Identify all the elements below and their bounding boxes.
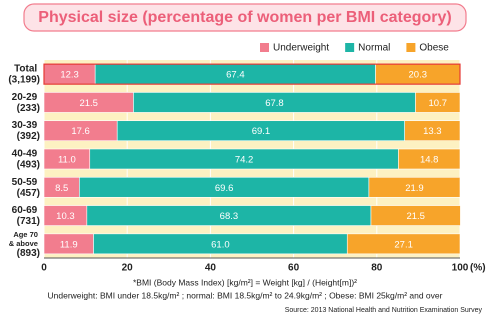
value-label: 21.5 [406, 211, 425, 222]
title-box [23, 3, 467, 32]
note: *BMI (Body Mass Index) [kg/m²] = Weight … [133, 277, 357, 287]
source: Source: 2013 National Health and Nutriti… [285, 307, 483, 314]
y-tick-label: 60-69 (731) [12, 205, 40, 227]
value-label: 10.3 [56, 211, 75, 222]
bar-segment [398, 148, 461, 170]
value-label: 11.9 [60, 239, 78, 250]
note: Underweight: BMI under 18.5kg/m² ; norma… [48, 290, 443, 300]
bar-segment [346, 233, 461, 255]
x-tick-label: 40 [205, 263, 217, 274]
value-label: 67.8 [265, 98, 284, 109]
x-tick-label: 60 [288, 263, 300, 274]
value-label: 67.4 [226, 70, 245, 81]
y-tick-label: 50-59 (457) [12, 176, 40, 198]
chart-title: Physical size (percentage of women per B… [38, 9, 451, 26]
y-tick-label: 20-29 (233) [12, 92, 40, 114]
value-label: 17.6 [71, 126, 90, 137]
bar-segment [368, 176, 461, 198]
x-tick-label: 80 [371, 263, 383, 274]
value-label: 69.6 [215, 183, 234, 194]
x-axis-label: (%) [470, 263, 486, 274]
legend-swatch [260, 43, 269, 52]
value-label: 69.1 [252, 126, 271, 137]
legend-label: Underweight [273, 43, 329, 54]
value-label: 61.0 [211, 239, 230, 250]
legend-label: Normal [358, 43, 390, 54]
y-tick-label: Age 70 & above (893) [9, 230, 40, 259]
x-tick-label: 100 [452, 263, 469, 274]
y-tick-label: Total (3,199) [8, 63, 40, 85]
value-label: 20.3 [409, 70, 428, 81]
value-label: 10.7 [428, 98, 447, 109]
bar-segment [404, 120, 461, 142]
legend-swatch [406, 43, 416, 52]
value-label: 27.1 [394, 239, 413, 250]
value-label: 12.3 [60, 70, 79, 81]
y-tick-label: 40-49 (493) [12, 148, 40, 170]
value-label: 21.9 [405, 183, 424, 194]
value-label: 14.8 [420, 155, 439, 166]
total-outline [43, 63, 461, 85]
bar-segment [370, 205, 461, 226]
value-label: 68.3 [220, 211, 239, 222]
value-label: 8.5 [55, 183, 68, 194]
value-label: 11.0 [58, 155, 76, 166]
value-label: 21.5 [79, 98, 98, 109]
x-tick-label: 20 [122, 263, 134, 274]
legend-label: Obese [419, 43, 449, 54]
value-label: 74.2 [235, 155, 254, 166]
legend-swatch [345, 43, 355, 52]
value-label: 13.3 [423, 126, 442, 137]
bar-segment [415, 92, 461, 113]
x-tick-label: 0 [41, 263, 47, 274]
y-tick-label: 30-39 (392) [12, 120, 40, 142]
